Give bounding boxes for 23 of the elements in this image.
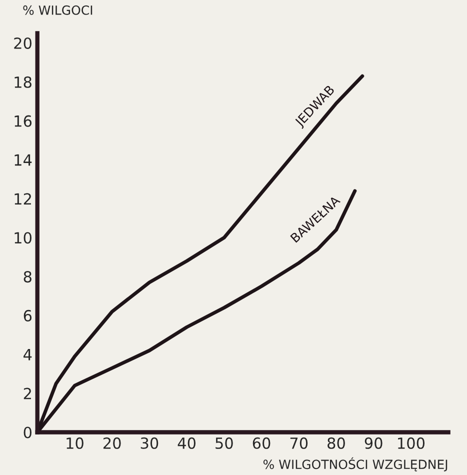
y-tick-label: 4 — [24, 349, 32, 360]
y-tick-label: 8 — [24, 271, 32, 283]
x-tick-label: 40 — [178, 437, 196, 449]
x-tick-label: 70 — [290, 437, 308, 449]
x-tick-label: 30 — [140, 437, 158, 449]
x-tick-label: 50 — [216, 437, 233, 449]
y-tick-label: 2 — [24, 388, 31, 400]
y-tick-label: 18 — [14, 76, 32, 88]
y-axis-title: % WILGOCI — [23, 5, 92, 15]
x-tick-label: 60 — [252, 437, 270, 449]
y-tick-label: 0 — [24, 426, 32, 438]
y-tick-label: 6 — [24, 310, 32, 322]
x-tick-label: 90 — [364, 437, 382, 449]
y-tick-label: 12 — [14, 193, 31, 204]
x-tick-label: 80 — [328, 437, 345, 449]
y-tick-label: 20 — [14, 37, 32, 50]
x-tick-label: 100 — [398, 437, 425, 449]
x-tick-label: 10 — [66, 437, 84, 449]
y-tick-label: 16 — [14, 115, 32, 127]
y-tick-label: 14 — [14, 154, 32, 166]
y-tick-label: 10 — [14, 232, 32, 244]
x-axis-title: % WILGOTNOŚCI WZGLĘDNEJ — [263, 457, 448, 472]
x-tick-label: 20 — [103, 437, 121, 449]
